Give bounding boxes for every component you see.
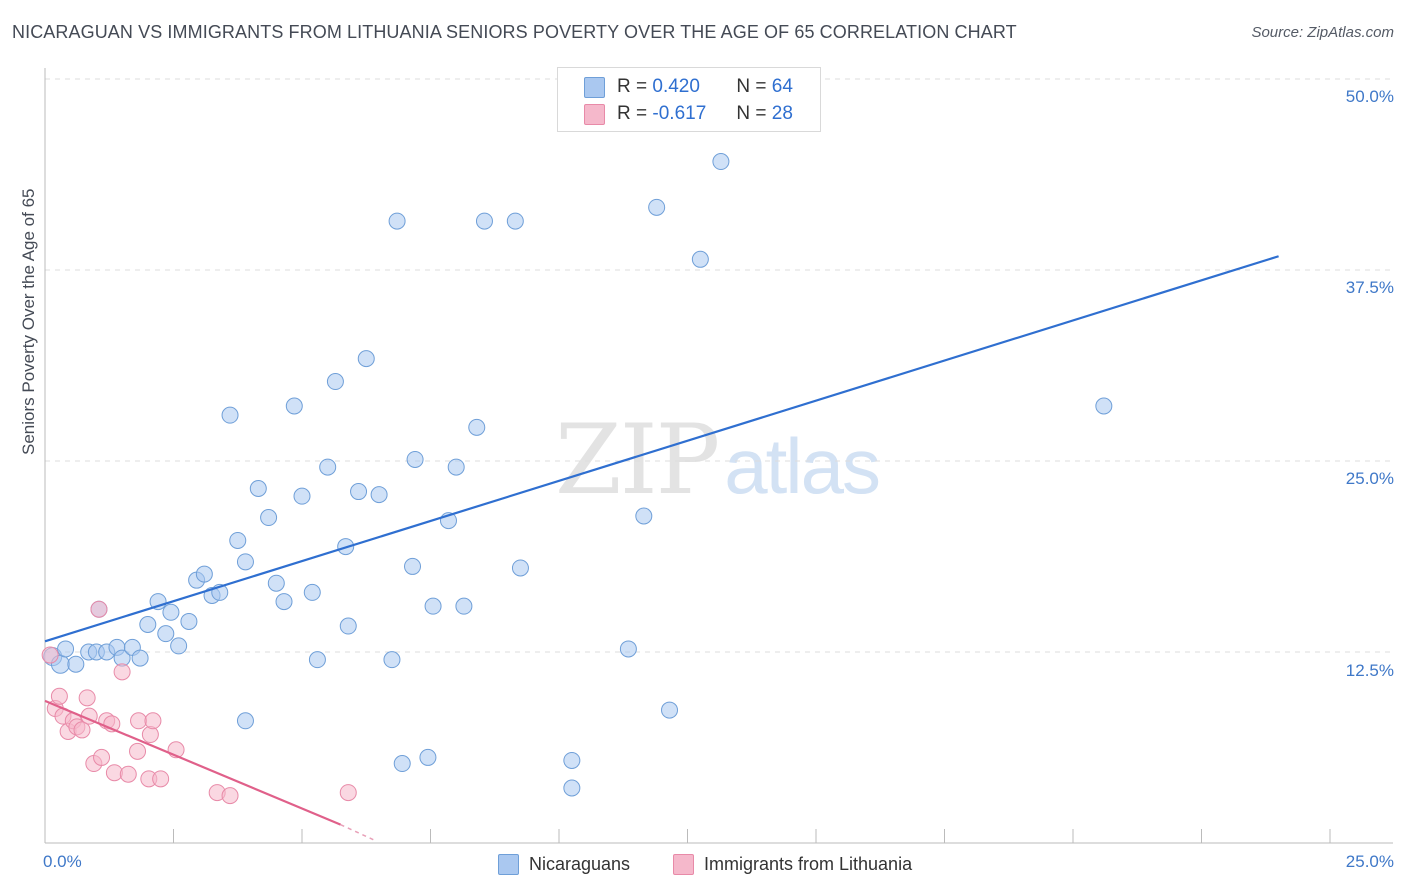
legend-swatch-pink — [584, 103, 605, 125]
data-point-nicaraguans — [1095, 397, 1113, 415]
data-point-nicaraguans — [326, 373, 344, 391]
data-point-nicaraguans — [635, 507, 653, 525]
y-tick-label: 37.5% — [1345, 278, 1394, 297]
data-point-nicaraguans — [170, 637, 188, 655]
data-point-nicaraguans — [236, 712, 254, 730]
data-point-nicaraguans — [319, 458, 337, 476]
bottom-legend-lithuania: Immigrants from Lithuania — [673, 852, 912, 876]
data-point-nicaraguans — [339, 617, 357, 635]
data-point-nicaraguans — [229, 531, 247, 549]
data-point-nicaraguans — [404, 557, 422, 575]
data-point-lithuania — [93, 748, 111, 766]
legend-row-lithuania: R = -0.617 N = 28 — [584, 102, 793, 126]
data-point-nicaraguans — [308, 651, 326, 669]
data-point-nicaraguans — [511, 559, 529, 577]
data-point-nicaraguans — [468, 418, 486, 436]
trend-line-lithuania-extension — [340, 823, 375, 841]
legend-r-label: R = — [617, 103, 648, 124]
data-point-nicaraguans — [162, 603, 180, 621]
data-point-lithuania — [90, 600, 108, 618]
bottom-legend-nicaraguans: Nicaraguans — [498, 852, 630, 876]
legend-n-label: N = — [736, 103, 767, 124]
data-point-lithuania — [119, 765, 137, 783]
legend-r-label: R = — [617, 76, 648, 97]
data-point-lithuania — [130, 712, 148, 730]
data-point-nicaraguans — [357, 350, 375, 368]
data-point-nicaraguans — [57, 640, 75, 658]
trend-line-lithuania — [44, 699, 341, 826]
watermark-atlas: atlas — [724, 422, 881, 510]
data-point-nicaraguans — [195, 565, 213, 583]
data-point-nicaraguans — [131, 649, 149, 667]
data-point-lithuania — [41, 646, 59, 664]
data-point-nicaraguans — [563, 779, 581, 797]
data-point-lithuania — [144, 712, 162, 730]
data-point-lithuania — [73, 721, 91, 739]
data-point-nicaraguans — [455, 597, 473, 615]
source-credit: Source: ZipAtlas.com — [1251, 24, 1394, 41]
data-point-nicaraguans — [303, 583, 321, 601]
data-point-nicaraguans — [563, 751, 581, 769]
data-point-nicaraguans — [350, 483, 368, 501]
data-point-nicaraguans — [447, 458, 465, 476]
data-point-nicaraguans — [388, 212, 406, 230]
data-point-nicaraguans — [139, 615, 157, 633]
y-tick-label: 50.0% — [1345, 87, 1394, 106]
bottom-legend-swatch-pink — [673, 853, 694, 875]
data-point-nicaraguans — [383, 651, 401, 669]
data-point-nicaraguans — [712, 153, 730, 171]
data-point-lithuania — [141, 726, 159, 744]
data-point-nicaraguans — [370, 486, 388, 504]
data-point-lithuania — [113, 663, 131, 681]
data-point-nicaraguans — [648, 198, 666, 216]
data-point-lithuania — [339, 784, 357, 802]
data-point-lithuania — [129, 742, 147, 760]
watermark: ZIPatlas — [555, 404, 881, 516]
x-tick-label: 0.0% — [43, 852, 82, 871]
data-point-nicaraguans — [157, 625, 175, 643]
y-tick-label: 12.5% — [1345, 661, 1394, 680]
x-tick-label: 25.0% — [1345, 852, 1394, 871]
data-point-nicaraguans — [506, 212, 524, 230]
trend-line-nicaraguans — [44, 255, 1279, 643]
bottom-legend-swatch-blue — [498, 853, 519, 875]
data-point-nicaraguans — [475, 212, 493, 230]
legend-r-value: 0.420 — [652, 76, 700, 97]
legend: R = 0.420 N = 64 R = -0.617 N = 28 — [557, 67, 821, 132]
data-point-nicaraguans — [661, 701, 679, 719]
legend-swatch-blue — [584, 76, 605, 98]
y-axis-label: Seniors Poverty Over the Age of 65 — [19, 188, 38, 455]
data-point-nicaraguans — [424, 597, 442, 615]
data-point-nicaraguans — [180, 612, 198, 630]
watermark-zip: ZIP — [555, 404, 720, 516]
data-point-nicaraguans — [221, 406, 239, 424]
data-point-nicaraguans — [285, 397, 303, 415]
data-point-nicaraguans — [619, 640, 637, 658]
data-point-nicaraguans — [406, 450, 424, 468]
data-point-nicaraguans — [67, 655, 85, 673]
data-point-lithuania — [78, 689, 96, 707]
y-tick-label: 25.0% — [1345, 469, 1394, 488]
data-point-lithuania — [152, 770, 170, 788]
data-point-nicaraguans — [393, 755, 411, 773]
legend-r-value: -0.617 — [652, 103, 707, 124]
data-point-nicaraguans — [419, 748, 437, 766]
chart-title: NICARAGUAN VS IMMIGRANTS FROM LITHUANIA … — [12, 22, 1017, 42]
data-point-nicaraguans — [275, 593, 293, 611]
data-point-nicaraguans — [236, 553, 254, 571]
legend-row-nicaraguans: R = 0.420 N = 64 — [584, 75, 793, 99]
bottom-legend-label: Immigrants from Lithuania — [704, 853, 913, 874]
data-point-nicaraguans — [293, 487, 311, 505]
data-point-nicaraguans — [249, 480, 267, 498]
data-point-lithuania — [221, 787, 239, 805]
bottom-legend-label: Nicaraguans — [529, 853, 631, 874]
data-point-nicaraguans — [267, 574, 285, 592]
data-point-nicaraguans — [260, 509, 278, 527]
legend-n-value: 64 — [771, 76, 793, 97]
data-point-lithuania — [50, 687, 68, 705]
data-point-nicaraguans — [691, 250, 709, 268]
legend-n-value: 28 — [771, 103, 793, 124]
legend-n-label: N = — [736, 76, 767, 97]
